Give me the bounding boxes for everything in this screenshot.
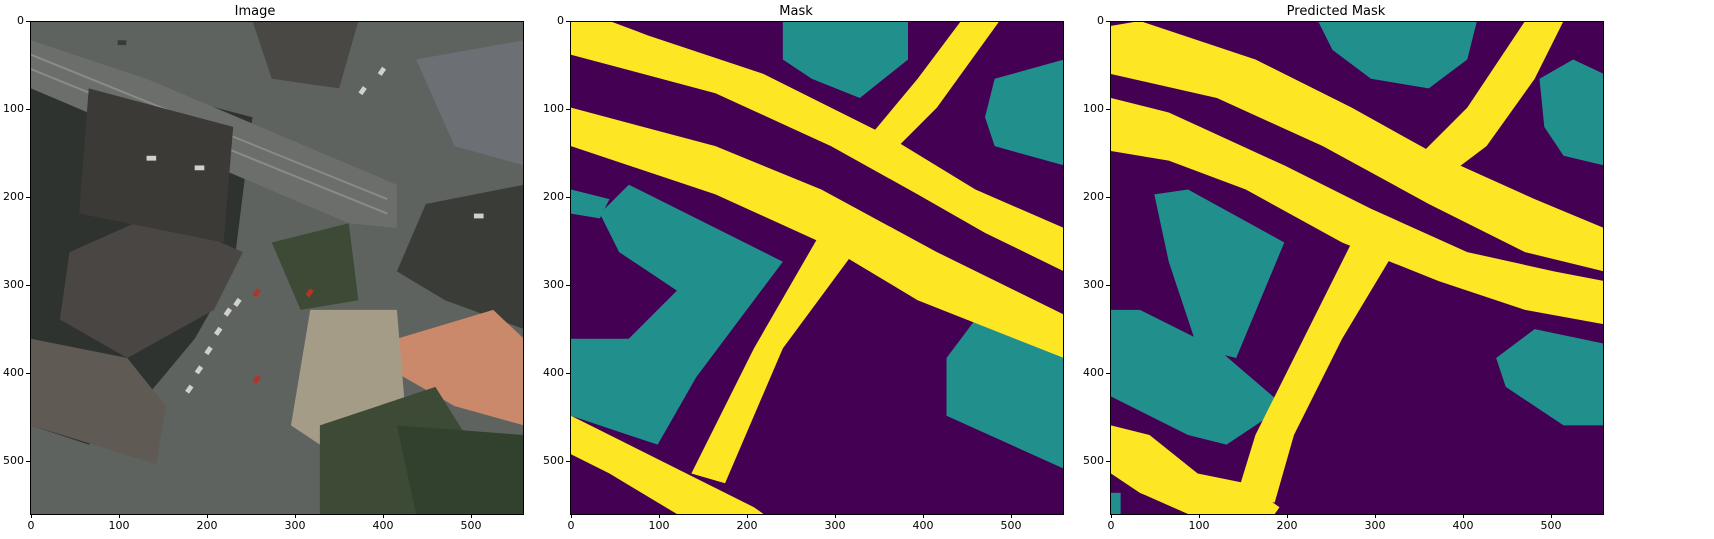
y-tick-label: 300 <box>1076 278 1104 291</box>
panel-title-predicted-mask: Predicted Mask <box>1287 4 1386 19</box>
predicted-mask-image <box>1111 21 1604 514</box>
x-tick-label: 200 <box>1277 519 1298 532</box>
x-tick-label: 300 <box>1365 519 1386 532</box>
x-tick-label: 100 <box>1189 519 1210 532</box>
y-tick-label: 0 <box>1076 14 1104 27</box>
y-tick-label: 400 <box>1076 366 1104 379</box>
x-tick-label: 400 <box>1453 519 1474 532</box>
x-tick-label: 0 <box>1108 519 1115 532</box>
y-tick-label: 500 <box>1076 454 1104 467</box>
y-tick-label: 200 <box>1076 190 1104 203</box>
y-tick-label: 100 <box>1076 102 1104 115</box>
x-tick-label: 500 <box>1541 519 1562 532</box>
